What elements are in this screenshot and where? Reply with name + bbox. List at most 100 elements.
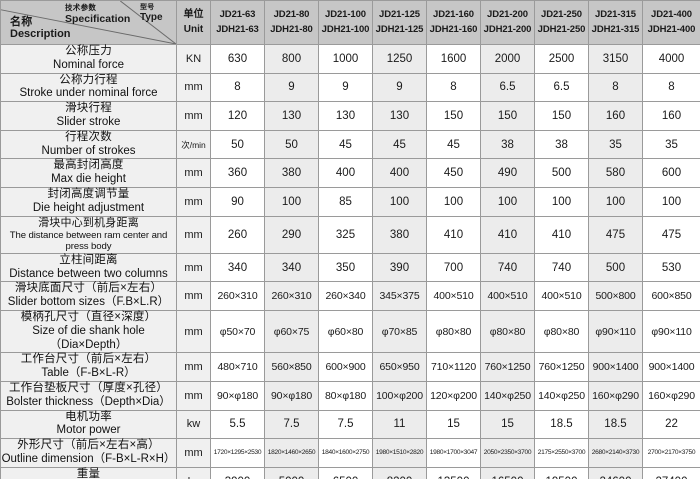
cell-value: 4000 [642,44,700,74]
cell-value: 500×800 [588,281,643,311]
cell-value: 410 [426,215,481,254]
header-model-1: JD21-63 JDH21-63 [210,0,265,45]
table-header-row: 技术参数 Specification 型号 Type 名称 Descriptio… [0,0,700,45]
table-body: 公称压力 Nominal force KN 630 800 1000 1250 1600 200… [0,44,700,479]
table-row: 外形尺寸（前后×左右×高） Outline dimension（F-B×L-R×H… [0,438,700,468]
cell-value: 380 [372,215,427,254]
cell-value: 2000 [480,44,535,74]
cell-value: 130 [318,101,373,131]
cell-value: 2500 [534,44,589,74]
row-description: 公称力行程 Stroke under nominal force [0,72,177,103]
row-unit: mm [176,252,211,283]
cell-value: 600×900 [318,352,373,382]
row-description-en: Nominal force [53,58,124,71]
row-description-en: Motor power [56,424,121,437]
row-description-cn: 滑块行程 [65,102,112,115]
row-description: 滑块行程 Slider stroke [0,101,177,131]
header-model-line2: JDH21-200 [483,23,532,35]
cell-value: 130 [264,101,319,131]
header-model-line2: JDH21-315 [591,23,640,35]
cell-value: 290 [264,215,319,254]
row-description: 公称压力 Nominal force [0,44,177,74]
row-description-cn: 工作台尺寸（前后×左右） [20,353,157,366]
row-description-en: Distance between two columns [9,267,168,280]
cell-value: 1840×1600×2750 [318,438,373,468]
cell-value: 15 [426,409,481,440]
row-description-en: Number of strokes [41,144,136,157]
header-model-line2: JDH21-250 [537,23,586,35]
cell-value: 100 [642,186,700,217]
cell-value: 700 [426,252,481,283]
row-description-en: Size of die shank hole（Dia×Depth） [32,324,145,351]
table-row: 公称压力 Nominal force KN 630 800 1000 1250 1600 200… [0,44,700,74]
cell-value: 450 [426,158,481,188]
row-description-cn: 重量 [76,467,101,479]
cell-value: 480×710 [210,352,265,382]
cell-value: 3150 [588,44,643,74]
cell-value: 6.5 [534,72,589,103]
cell-value: 1000 [318,44,373,74]
cell-value: 6500 [318,466,373,479]
row-unit: mm [176,158,211,188]
row-description-cn: 工作台垫板尺寸（厚度×孔径） [8,381,168,394]
cell-value: 19500 [534,466,589,479]
header-model-line2: JDH21-80 [270,23,313,35]
cell-value: 38 [534,129,589,160]
header-specification-cn: 技术参数 [65,3,97,12]
cell-value: 900×1400 [642,352,700,382]
row-description-en: Slider bottom sizes（F.B×L.R） [7,296,170,309]
table-row: 滑块中心到机身距离 The distance between ram center… [0,215,700,254]
cell-value: φ50×70 [210,309,265,354]
header-specification-label: 技术参数 Specification [65,3,130,25]
row-description-cn: 行程次数 [65,130,112,143]
row-description: 外形尺寸（前后×左右×高） Outline dimension（F-B×L-R×H… [0,438,177,468]
table-row: 公称力行程 Stroke under nominal force mm 8 9 9 9 8 6.… [0,72,700,103]
cell-value: 11 [372,409,427,440]
cell-value: 120 [210,101,265,131]
row-unit: KN [176,44,211,74]
cell-value: 150 [426,101,481,131]
cell-value: 360 [210,158,265,188]
header-model-6: JD21-200 JDH21-200 [480,0,535,45]
table-row: 工作台垫板尺寸（厚度×孔径） Bolster thickness（Depth×Di… [0,380,700,411]
cell-value: 1250 [372,44,427,74]
header-description-en: Description [10,28,71,41]
cell-value: φ90×110 [588,309,643,354]
cell-value: 475 [588,215,643,254]
header-description-label: 名称 Description [10,16,71,41]
cell-value: 18.5 [588,409,643,440]
row-description-cn: 封闭高度调节量 [47,187,130,200]
cell-value: 100×φ200 [372,380,427,411]
cell-value: 260×310 [210,281,265,311]
cell-value: 410 [480,215,535,254]
header-description-cn: 名称 [10,15,33,28]
cell-value: 8 [210,72,265,103]
cell-value: 400 [372,158,427,188]
header-model-line1: JD21-63 [219,8,256,20]
cell-value: 130 [372,101,427,131]
table-row: 滑块行程 Slider stroke mm 120 130 130 130 150 150 150… [0,101,700,131]
cell-value: 760×1250 [534,352,589,382]
cell-value: 15 [480,409,535,440]
header-model-8: JD21-315 JDH21-315 [588,0,643,45]
row-unit: mm [176,215,211,254]
row-description-cn: 立柱间距离 [59,253,118,266]
row-unit: mm [176,186,211,217]
row-unit: mm [176,72,211,103]
cell-value: 400×510 [534,281,589,311]
cell-value: 22 [642,409,700,440]
cell-value: 740 [480,252,535,283]
cell-value: 100 [372,186,427,217]
row-description-en: Outline dimension（F-B×L-R×H） [1,452,176,465]
header-model-line1: JD21-400 [651,8,692,20]
cell-value: 500 [588,252,643,283]
cell-value: 9 [372,72,427,103]
cell-value: 2175×2550×3700 [534,438,589,468]
cell-value: 260×310 [264,281,319,311]
header-unit-cell: 单位 Unit [176,0,211,45]
table-row: 模柄孔尺寸（直径×深度） Size of die shank hole（Dia×D… [0,309,700,354]
row-description-en: Max die height [51,173,126,186]
cell-value: 24600 [588,466,643,479]
cell-value: 9 [264,72,319,103]
cell-value: 1980×1700×3047 [426,438,481,468]
